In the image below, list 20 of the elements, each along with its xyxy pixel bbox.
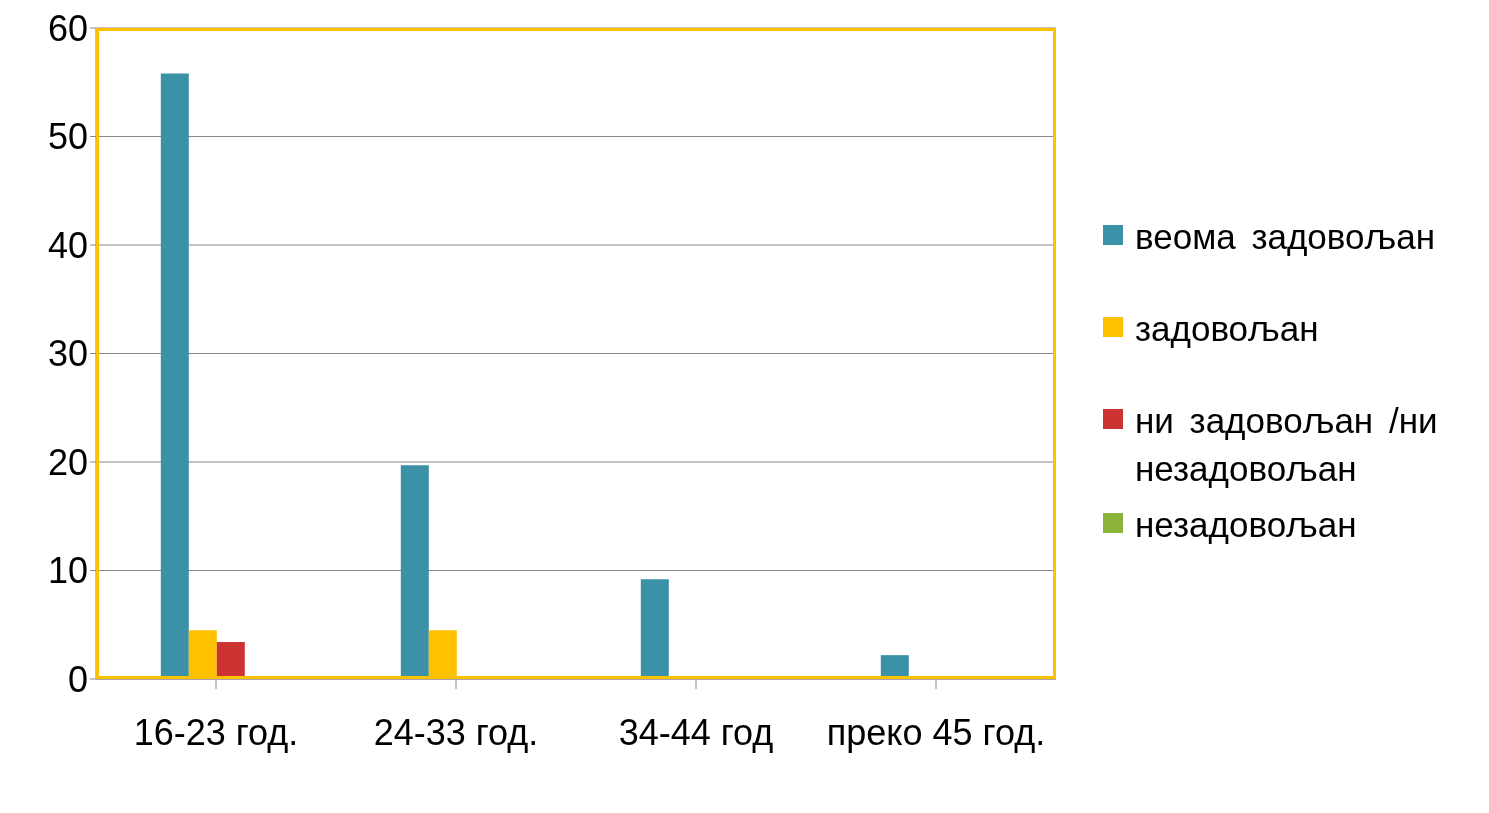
bar	[640, 579, 669, 679]
bar	[188, 630, 217, 679]
legend-label: незадовољан	[1135, 504, 1357, 546]
y-tick-label: 0	[67, 658, 88, 700]
legend-label: задовољан	[1135, 308, 1319, 350]
y-tick-label: 20	[47, 441, 88, 483]
bar	[216, 642, 245, 679]
y-tick-label: 40	[47, 224, 88, 266]
y-tick-label: 50	[47, 116, 88, 158]
x-tick-label: 24-33 год.	[373, 711, 539, 753]
y-tick-label: 60	[47, 7, 88, 49]
legend-label: веома задовољан	[1135, 216, 1435, 258]
x-tick-label: 34-44 год	[618, 711, 774, 753]
bar	[160, 73, 189, 679]
y-tick-label: 10	[47, 550, 88, 592]
bar	[400, 465, 429, 679]
y-tick-label: 30	[47, 333, 88, 375]
bar	[428, 630, 457, 679]
x-tick-label: преко 45 год.	[826, 711, 1046, 753]
x-tick-label: 16-23 год.	[133, 711, 299, 753]
